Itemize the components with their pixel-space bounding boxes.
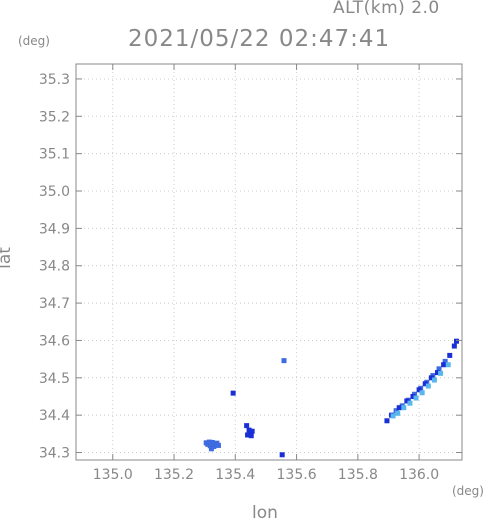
x-tick-label: 136.0 [399, 467, 439, 483]
echo-point-light [425, 383, 431, 389]
echo-point-strong [404, 398, 410, 404]
echo-point-mid [209, 439, 215, 445]
y-tick-label: 34.3 [39, 446, 70, 462]
echo-point-light [413, 395, 419, 401]
y-tick-label: 35.3 [39, 72, 70, 88]
echo-point-strong [441, 362, 447, 368]
y-tick-label: 34.4 [39, 408, 70, 424]
y-unit-label: (deg) [18, 34, 50, 48]
echo-point-strong [451, 343, 457, 349]
echo-point-strong [248, 433, 254, 439]
echo-points [203, 338, 459, 458]
y-tick-label: 34.8 [39, 259, 70, 275]
y-axis-ticks: 34.3 34.4 34.5 34.6 34.7 34.8 34.9 35.0 35.1 35.2… [39, 72, 462, 462]
y-tick-label: 34.7 [39, 296, 70, 312]
echo-point-strong [246, 427, 252, 433]
echo-point-strong [428, 375, 434, 381]
echo-point-strong [245, 432, 251, 438]
echo-point-mid [442, 358, 448, 364]
echo-point-mid [393, 408, 399, 414]
y-tick-label: 35.1 [39, 147, 70, 163]
timestamp-title: 2021/05/22 02:47:41 [128, 26, 391, 52]
x-tick-label: 135.0 [93, 467, 133, 483]
echo-point-strong [230, 390, 236, 396]
plot-frame [75, 63, 463, 461]
echo-point-mid [208, 446, 214, 452]
echo-point-light [445, 362, 451, 368]
grid-lines [76, 64, 462, 460]
x-unit-label: (deg) [452, 484, 484, 498]
echo-point-strong [434, 370, 440, 376]
echo-point-strong [384, 418, 390, 424]
echo-point-light [395, 410, 401, 416]
y-tick-label: 35.0 [39, 184, 70, 200]
x-axis-ticks: 135.0 135.2 135.4 135.6 135.8 136.0 [93, 64, 439, 483]
echo-point-strong [416, 387, 422, 393]
echo-point-mid [436, 366, 442, 372]
echo-point-strong [249, 428, 255, 434]
echo-point-light [401, 405, 407, 411]
y-axis-label: lat [0, 247, 15, 269]
altitude-label: ALT(km) 2.0 [333, 0, 440, 18]
y-tick-label: 34.5 [39, 371, 70, 387]
x-tick-label: 135.2 [154, 467, 194, 483]
y-tick-label: 34.6 [39, 333, 70, 349]
echo-point-strong [453, 338, 459, 344]
echo-point-mid [281, 358, 287, 364]
echo-point-light [431, 377, 437, 383]
echo-point-strong [410, 393, 416, 399]
echo-point-mid [215, 442, 221, 448]
x-axis-label: lon [252, 503, 278, 523]
echo-point-light [407, 400, 413, 406]
echo-point-light [438, 370, 444, 376]
y-tick-label: 34.9 [39, 221, 70, 237]
echo-point-strong [244, 423, 250, 429]
x-tick-label: 135.4 [215, 467, 255, 483]
echo-point-light [390, 413, 396, 419]
echo-point-strong [279, 452, 285, 458]
echo-point-strong [447, 352, 453, 358]
echo-point-strong [396, 405, 402, 411]
echo-point-mid [205, 441, 211, 447]
echo-point-light [419, 390, 425, 396]
y-tick-label: 35.2 [39, 109, 70, 125]
echo-point-strong [422, 381, 428, 387]
x-tick-label: 135.6 [277, 467, 317, 483]
x-tick-label: 135.8 [338, 467, 378, 483]
